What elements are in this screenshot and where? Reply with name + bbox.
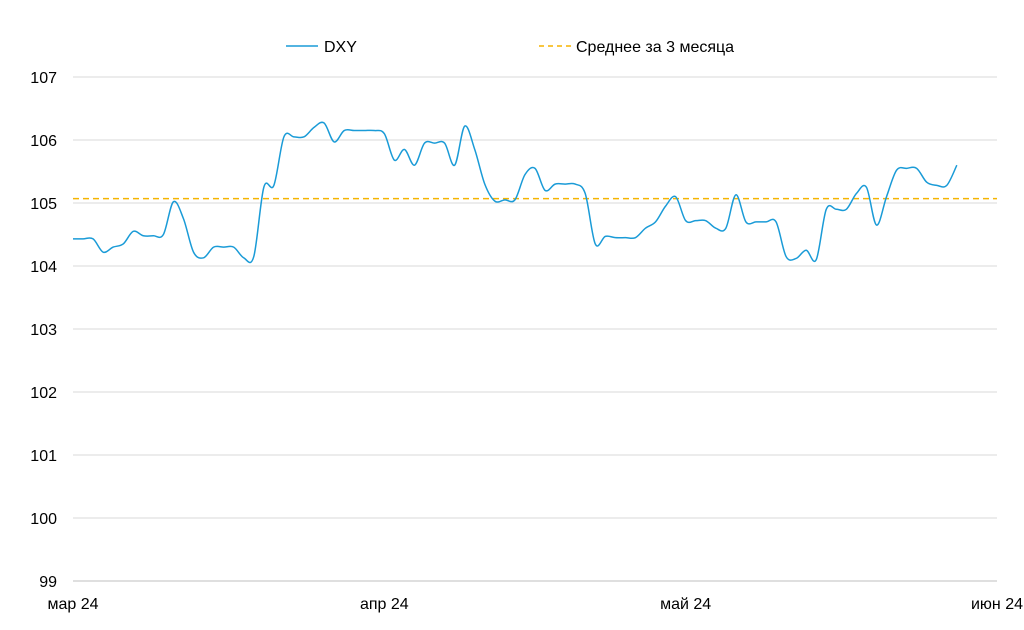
x-tick-label: май 24	[660, 596, 711, 613]
y-tick-label: 104	[30, 259, 57, 276]
x-axis-tick-labels: мар 24 апр 24 май 24 июн 24	[47, 596, 1023, 613]
legend-label-dxy: DXY	[324, 39, 357, 56]
gridlines	[73, 76, 997, 582]
series-lines	[72, 121, 997, 264]
x-tick-label: апр 24	[360, 596, 409, 613]
legend: DXY Среднее за 3 месяца	[286, 39, 734, 56]
legend-label-average: Среднее за 3 месяца	[576, 39, 734, 56]
y-axis-tick-labels: 99 100 101 102 103 104 105 106 107	[30, 70, 57, 591]
y-tick-label: 101	[30, 448, 57, 465]
x-tick-label: июн 24	[971, 596, 1023, 613]
y-tick-label: 105	[30, 196, 57, 213]
y-tick-label: 100	[30, 511, 57, 528]
x-tick-label: мар 24	[47, 596, 98, 613]
y-tick-label: 102	[30, 385, 57, 402]
y-tick-label: 99	[39, 574, 57, 591]
y-tick-label: 106	[30, 133, 57, 150]
y-tick-label: 103	[30, 322, 57, 339]
series-line-dxy	[72, 121, 958, 264]
y-tick-label: 107	[30, 70, 57, 87]
